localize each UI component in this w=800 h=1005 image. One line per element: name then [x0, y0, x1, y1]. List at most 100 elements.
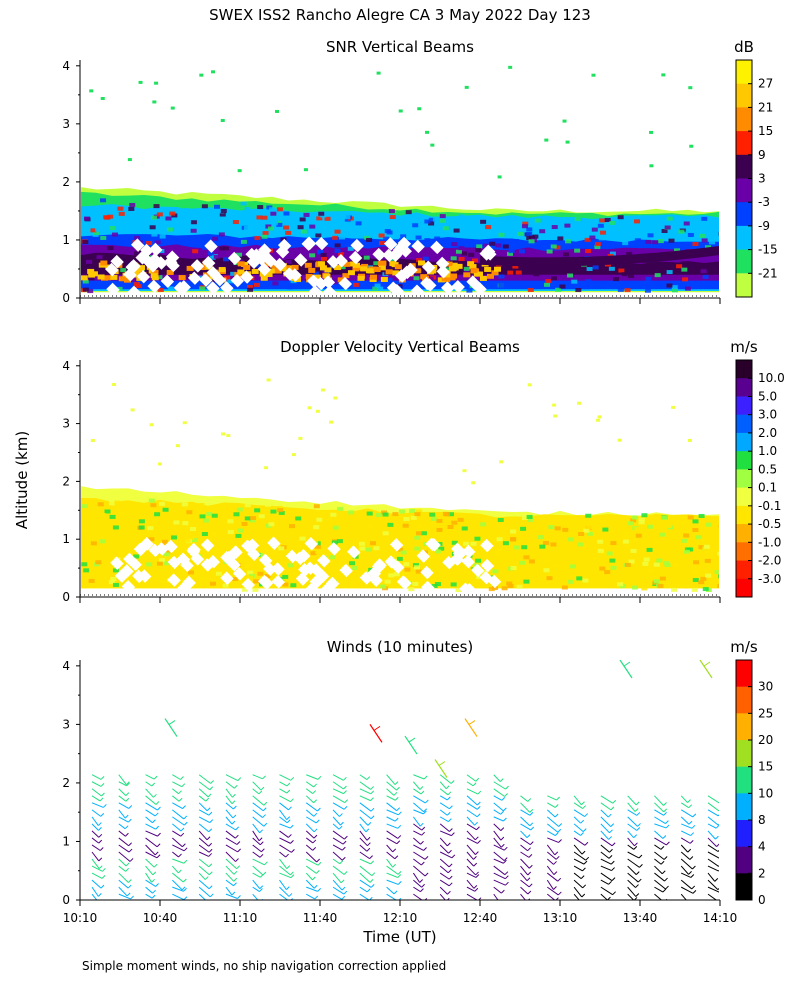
wind-barb-flag: [397, 871, 402, 875]
wind-barb-flag: [233, 870, 238, 875]
field-cell: [661, 515, 668, 520]
field-cell: [190, 228, 197, 233]
field-cell: [608, 266, 615, 271]
field-cell: [624, 562, 631, 567]
wind-barb: [359, 865, 373, 877]
wind-barb: [573, 802, 583, 809]
field-cell: [443, 232, 450, 237]
wind-barb-flag: [408, 737, 416, 743]
field-cell: [244, 503, 251, 508]
field-cell: [307, 406, 312, 410]
wind-barb-flag: [288, 893, 293, 897]
field-cell: [96, 255, 103, 260]
field-cell: [635, 533, 642, 538]
wind-barb-flag: [97, 893, 102, 897]
field-cell: [564, 223, 571, 228]
wind-barb: [466, 830, 476, 841]
wind-barb-flag: [100, 783, 105, 787]
field-cell: [261, 234, 268, 239]
wind-barb: [627, 830, 635, 839]
field-cell: [630, 548, 637, 553]
colorbar-swatch: [736, 713, 752, 741]
gap-cell: [410, 284, 425, 298]
field-cell: [571, 279, 578, 284]
field-cell: [415, 235, 422, 240]
y-tick-label: 1: [62, 532, 70, 546]
field-cell: [521, 583, 528, 588]
field-cell: [329, 555, 336, 560]
wind-barb: [546, 823, 559, 833]
field-cell: [683, 533, 690, 538]
wind-barb: [279, 886, 290, 897]
gap-cell: [275, 245, 290, 259]
wind-barb: [145, 858, 155, 868]
wind-barb-flag: [208, 871, 213, 876]
field-cell: [550, 276, 557, 281]
field-cell: [583, 528, 590, 533]
gap-cell: [149, 242, 163, 257]
wind-barb-flag: [608, 836, 612, 840]
field-cell: [574, 217, 581, 222]
field-cell: [475, 558, 482, 563]
field-cell: [705, 588, 712, 593]
field-cell: [539, 229, 546, 234]
wind-barb-flag: [688, 871, 692, 875]
wind-barb: [305, 865, 317, 874]
field-cell: [585, 279, 592, 284]
wind-barb-flag: [259, 853, 264, 858]
wind-barb: [225, 851, 236, 862]
field-cell: [114, 500, 121, 505]
wind-barb-flag: [556, 796, 560, 801]
field-cell: [403, 562, 410, 567]
wind-barb: [573, 816, 582, 824]
field-cell: [304, 262, 312, 268]
wind-barb: [386, 879, 399, 885]
field-cell: [413, 565, 420, 570]
wind-barb-flag: [473, 885, 478, 889]
wind-barb-flag: [423, 810, 427, 815]
field-cell: [358, 578, 365, 583]
field-cell: [484, 266, 492, 272]
wind-barb: [547, 837, 559, 843]
field-cell: [720, 277, 726, 281]
wind-barb-flag: [124, 814, 129, 819]
field-cell: [649, 130, 654, 134]
field-cell: [659, 576, 666, 581]
field-cell: [373, 546, 380, 551]
wind-barb-flag: [623, 661, 631, 667]
field-cell: [586, 267, 593, 272]
wind-barb-flag: [286, 782, 291, 787]
wind-barb: [493, 893, 499, 900]
wind-barb-flag: [553, 871, 558, 875]
field-cell: [621, 272, 628, 277]
wind-barb-flag: [555, 855, 560, 860]
wind-barb-flag: [290, 871, 294, 876]
wind-barb-flag: [449, 805, 453, 810]
field-cell: [198, 503, 205, 508]
field-cell: [599, 281, 606, 286]
gap-cell: [326, 576, 340, 591]
field-cell: [651, 221, 658, 226]
field-cell: [437, 277, 445, 283]
field-cell: [93, 231, 100, 236]
wind-barb: [306, 774, 319, 780]
plot-area: [81, 65, 726, 298]
field-cell: [351, 565, 358, 570]
wind-barb: [680, 886, 694, 894]
field-cell: [416, 258, 423, 263]
gap-cell: [123, 268, 137, 282]
wind-barb-flag: [101, 792, 105, 797]
wind-barb: [654, 837, 667, 846]
field-cell: [600, 520, 607, 525]
field-cell: [510, 565, 517, 570]
wind-barb-flag: [421, 826, 426, 831]
field-cell: [218, 267, 226, 273]
wind-barb: [654, 809, 664, 816]
wind-barb: [600, 851, 610, 859]
field-cell: [109, 226, 116, 231]
wind-barb: [600, 886, 613, 896]
field-cell: [267, 226, 274, 231]
wind-barb: [252, 830, 260, 842]
wind-barb-flag: [206, 836, 211, 841]
wind-barb-flag: [526, 877, 531, 882]
